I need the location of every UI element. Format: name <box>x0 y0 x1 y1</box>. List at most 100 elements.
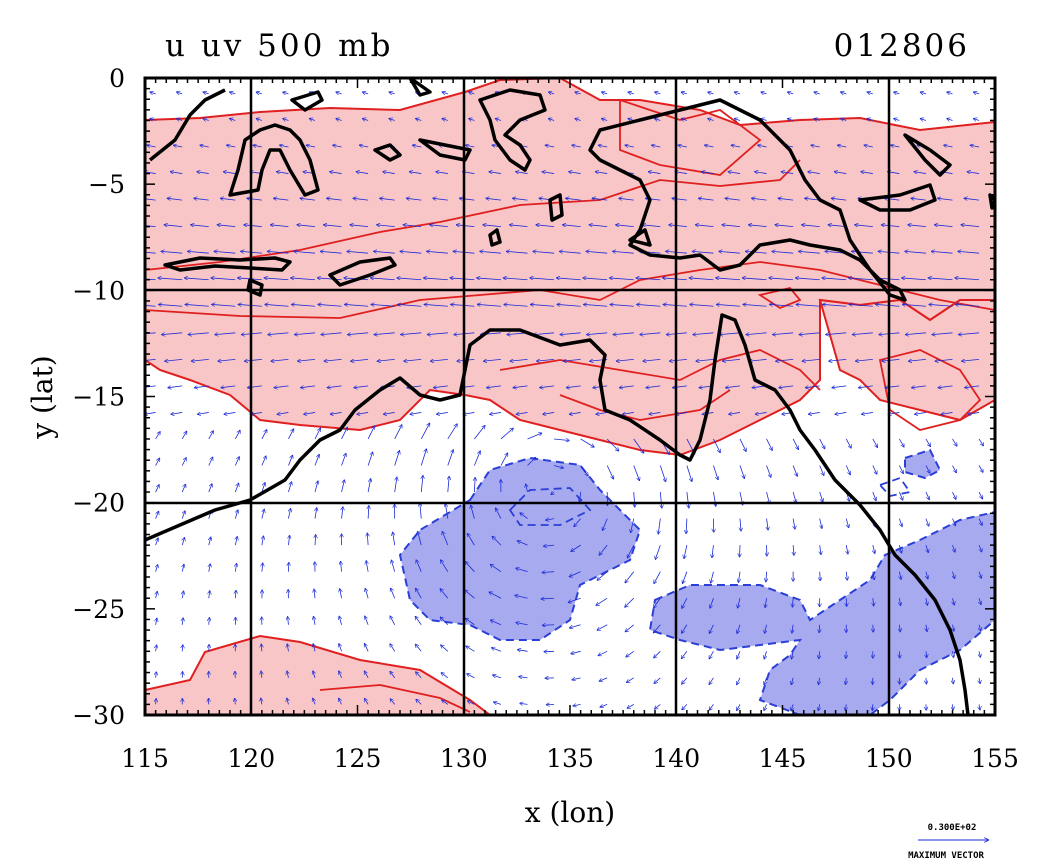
wind-vector <box>494 702 502 704</box>
wind-vector <box>627 544 635 557</box>
wind-vector <box>145 225 156 228</box>
wind-vector <box>197 172 209 174</box>
wind-vector <box>520 703 528 704</box>
wind-vector <box>261 644 262 652</box>
wind-vector <box>792 598 793 607</box>
wind-vector <box>876 304 900 306</box>
wind-vector <box>716 278 741 280</box>
wind-vector <box>533 251 555 253</box>
wind-vector <box>720 333 741 335</box>
wind-vector <box>828 225 847 227</box>
wind-vector <box>743 278 767 280</box>
wind-vector <box>767 518 768 530</box>
wind-vector <box>625 145 634 147</box>
wind-vector <box>570 571 581 577</box>
wind-vector <box>457 225 475 227</box>
wind-vector <box>932 251 953 253</box>
wind-vector <box>584 304 608 306</box>
wind-vector <box>655 545 661 559</box>
wind-vector <box>287 671 288 678</box>
wind-vector <box>623 412 634 414</box>
wind-vector <box>340 589 342 599</box>
wind-vector <box>209 618 210 625</box>
wind-vector <box>846 571 847 580</box>
wind-vector <box>483 225 501 227</box>
wind-vector <box>926 598 927 605</box>
wind-vector <box>390 644 396 652</box>
wind-vector <box>268 251 289 253</box>
wind-vector <box>737 677 741 685</box>
wind-vector <box>295 333 316 335</box>
wind-vector <box>669 225 687 227</box>
wind-vector <box>873 545 875 553</box>
wind-vector <box>416 700 422 705</box>
wind-vector <box>935 359 953 361</box>
wind-vector <box>191 225 209 227</box>
wind-vector <box>778 198 794 200</box>
wind-vector <box>739 465 744 479</box>
wind-vector <box>713 438 720 452</box>
wind-vector <box>416 644 422 652</box>
wind-vector <box>690 304 714 306</box>
wind-vector <box>327 198 342 200</box>
wind-vector <box>354 386 369 388</box>
wind-vector <box>300 198 316 200</box>
wind-vector <box>682 677 688 684</box>
wind-vector <box>277 412 289 414</box>
wind-vector <box>416 672 422 679</box>
wind-vector <box>649 412 661 414</box>
wind-vector <box>764 704 767 710</box>
wind-vector <box>643 225 661 227</box>
wind-vector <box>244 225 262 227</box>
wind-vector <box>314 428 320 440</box>
wind-vector <box>597 571 608 580</box>
wind-vector <box>465 618 475 626</box>
wind-vector <box>885 386 900 388</box>
y-tick-label: −30 <box>72 701 125 730</box>
wind-vector <box>208 484 212 493</box>
wind-vector <box>400 251 422 253</box>
wind-vector <box>793 518 795 529</box>
wind-vector <box>211 278 236 280</box>
wind-vector <box>728 172 741 174</box>
wind-vector <box>899 438 903 447</box>
wind-vector <box>314 617 315 625</box>
wind-vector <box>826 333 847 335</box>
wind-vector <box>589 225 608 227</box>
wind-vector <box>906 333 926 335</box>
wind-vector <box>230 92 236 94</box>
wind-vector <box>339 671 342 678</box>
y-tick-labels: 0 −5 −10 −15 −20 −25 −30 <box>72 64 125 730</box>
wind-vector <box>339 616 341 625</box>
wind-vector <box>820 545 821 554</box>
wind-vector <box>491 565 502 573</box>
wind-vector <box>287 644 288 652</box>
wind-vector <box>882 359 900 361</box>
wind-vector <box>274 198 289 200</box>
wind-vector <box>765 624 767 633</box>
wind-vector <box>563 359 581 361</box>
wind-vector <box>805 198 820 200</box>
wind-vector <box>209 564 211 572</box>
wind-vector <box>625 597 635 607</box>
wind-vector <box>437 412 448 414</box>
wind-vector <box>413 145 422 147</box>
wind-vector <box>324 225 342 227</box>
wind-vector <box>979 598 981 604</box>
wind-vector <box>262 510 264 519</box>
wind-vector <box>925 438 930 446</box>
wind-vector <box>792 438 798 449</box>
wind-vector <box>568 597 581 602</box>
wind-vector <box>935 225 953 227</box>
wind-vector <box>978 491 982 499</box>
wind-vector <box>708 92 714 94</box>
wind-vector <box>908 225 926 227</box>
wind-vector <box>365 644 369 652</box>
wind-vector <box>208 458 213 466</box>
wind-vector <box>504 304 528 306</box>
wind-vector <box>709 704 714 710</box>
wind-vector <box>471 506 475 519</box>
wind-vector <box>433 198 448 200</box>
wind-vector <box>846 518 848 528</box>
wind-vector <box>313 644 315 652</box>
